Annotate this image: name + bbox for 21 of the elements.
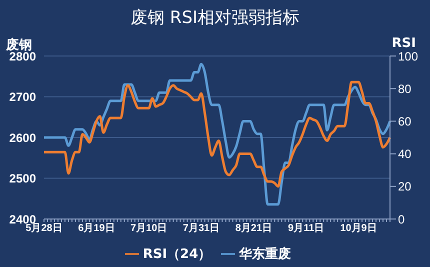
y-axis-title: 废钢 — [6, 36, 32, 53]
x-tick-label: 8月21日 — [235, 223, 272, 234]
legend-label: RSI（24） — [142, 247, 212, 262]
y2-tick-label: 80 — [398, 82, 412, 96]
y-tick-label: 2600 — [9, 130, 36, 145]
y2-tick-label: 20 — [398, 180, 412, 194]
line-series — [42, 80, 392, 188]
x-tick-label: 6月19日 — [78, 223, 115, 234]
x-tick-label: 9月11日 — [288, 223, 324, 234]
legend-label: 华东重废 — [239, 247, 292, 262]
y2-tick-label: 60 — [398, 114, 412, 128]
x-tick-label: 7月31日 — [182, 223, 220, 234]
x-tick-label: 7月10日 — [130, 223, 168, 234]
y-tick-label: 2500 — [9, 172, 36, 186]
y2-tick-label: 40 — [398, 147, 412, 162]
y2-tick-label: 100 — [398, 49, 418, 64]
y2-axis-title: RSI — [392, 36, 416, 51]
x-tick-label: 10月9日 — [340, 223, 377, 234]
y2-tick-label: 0 — [398, 212, 405, 226]
chart-title: 废钢 RSI相对强弱指标 — [129, 7, 301, 29]
y-tick-label: 2700 — [9, 90, 36, 104]
